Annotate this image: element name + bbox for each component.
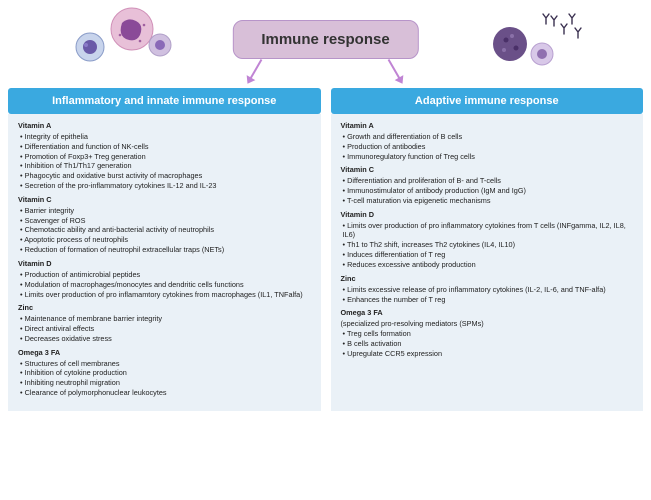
- list-item: Reduces excessive antibody production: [343, 260, 634, 270]
- section-list: Structures of cell membranesInhibition o…: [18, 359, 311, 398]
- list-item: Induces differentiation of T reg: [343, 250, 634, 260]
- list-item: Integrity of epithelia: [20, 132, 311, 142]
- list-item: Limits excessive release of pro inflamma…: [343, 285, 634, 295]
- list-item: B cells activation: [343, 339, 634, 349]
- list-item: Chemotactic ability and anti-bacterial a…: [20, 225, 311, 235]
- section-title: Vitamin C: [341, 165, 634, 175]
- list-item: Differentiation and function of NK-cells: [20, 142, 311, 152]
- arrow-left: [250, 59, 263, 79]
- list-item: Growth and differentiation of B cells: [343, 132, 634, 142]
- list-item: Secretion of the pro-inflammatory cytoki…: [20, 181, 311, 191]
- left-body: Vitamin AIntegrity of epitheliaDifferent…: [8, 114, 321, 411]
- section-title: Vitamin D: [341, 210, 634, 220]
- list-item: Differentiation and proliferation of B- …: [343, 176, 634, 186]
- list-item: Inhibition of Th1/Th17 generation: [20, 161, 311, 171]
- list-item: Inhibiting neutrophil migration: [20, 378, 311, 388]
- section-list: Limits over production of pro inflammato…: [341, 221, 634, 270]
- list-item: Structures of cell membranes: [20, 359, 311, 369]
- adaptive-cells-illustration: [466, 10, 596, 70]
- section-title: Zinc: [18, 303, 311, 313]
- innate-cells-illustration: [70, 5, 190, 70]
- section-title: Vitamin A: [18, 121, 311, 131]
- list-item: T-cell maturation via epigenetic mechani…: [343, 196, 634, 206]
- section-title: Zinc: [341, 274, 634, 284]
- right-header: Adaptive immune response: [331, 88, 644, 114]
- section-title: Vitamin A: [341, 121, 634, 131]
- list-item: Clearance of polymorphonuclear leukocyte…: [20, 388, 311, 398]
- list-item: Phagocytic and oxidative burst activity …: [20, 171, 311, 181]
- right-body: Vitamin AGrowth and differentiation of B…: [331, 114, 644, 411]
- list-item: Th1 to Th2 shift, increases Th2 cytokine…: [343, 240, 634, 250]
- section-title: Vitamin C: [18, 195, 311, 205]
- list-item: Barrier integrity: [20, 206, 311, 216]
- section-list: Treg cells formationB cells activationUp…: [341, 329, 634, 359]
- arrow-right: [388, 59, 401, 79]
- list-item: Promotion of Foxp3+ Treg generation: [20, 152, 311, 162]
- list-item: Direct antiviral effects: [20, 324, 311, 334]
- list-item: Reduction of formation of neutrophil ext…: [20, 245, 311, 255]
- list-item: Limits over production of pro inflammato…: [343, 221, 634, 241]
- section-title: Vitamin D: [18, 259, 311, 269]
- list-item: Immunostimulator of antibody production …: [343, 186, 634, 196]
- list-item: Treg cells formation: [343, 329, 634, 339]
- list-item: Limits over production of pro inflamamto…: [20, 290, 311, 300]
- list-item: Upregulate CCR5 expression: [343, 349, 634, 359]
- list-item: Inhibition of cytokine production: [20, 368, 311, 378]
- left-column: Inflammatory and innate immune response …: [8, 88, 321, 411]
- list-item: Modulation of macrophages/monocytes and …: [20, 280, 311, 290]
- left-header: Inflammatory and innate immune response: [8, 88, 321, 114]
- section-subtitle: (specialized pro-resolving mediators (SP…: [341, 319, 634, 329]
- right-column: Adaptive immune response Vitamin AGrowth…: [331, 88, 644, 411]
- list-item: Apoptotic process of neutrophils: [20, 235, 311, 245]
- section-list: Limits excessive release of pro inflamma…: [341, 285, 634, 305]
- list-item: Decreases oxidative stress: [20, 334, 311, 344]
- list-item: Immunoregulatory function of Treg cells: [343, 152, 634, 162]
- section-list: Integrity of epitheliaDifferentiation an…: [18, 132, 311, 191]
- section-list: Maintenance of membrane barrier integrit…: [18, 314, 311, 344]
- list-item: Scavenger of ROS: [20, 216, 311, 226]
- section-list: Differentiation and proliferation of B- …: [341, 176, 634, 206]
- section-title: Omega 3 FA: [341, 308, 634, 318]
- section-title: Omega 3 FA: [18, 348, 311, 358]
- main-title: Immune response: [232, 20, 418, 59]
- section-list: Barrier integrityScavenger of ROSChemota…: [18, 206, 311, 255]
- list-item: Production of antibodies: [343, 142, 634, 152]
- section-list: Production of antimicrobial peptidesModu…: [18, 270, 311, 300]
- columns-container: Inflammatory and innate immune response …: [8, 88, 643, 411]
- list-item: Maintenance of membrane barrier integrit…: [20, 314, 311, 324]
- list-item: Enhances the number of T reg: [343, 295, 634, 305]
- list-item: Production of antimicrobial peptides: [20, 270, 311, 280]
- section-list: Growth and differentiation of B cellsPro…: [341, 132, 634, 162]
